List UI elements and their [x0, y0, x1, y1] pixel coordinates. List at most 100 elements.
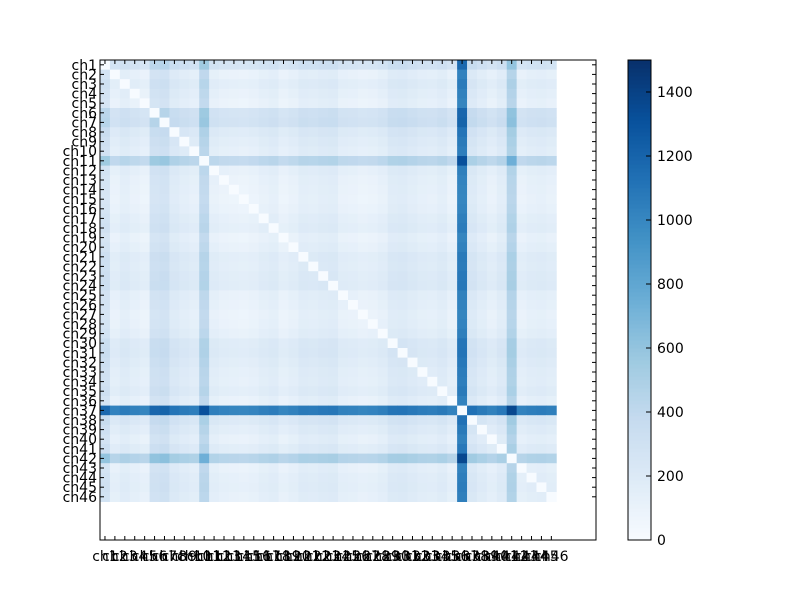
heatmap-cell — [139, 117, 150, 128]
heatmap-cell — [506, 127, 518, 138]
heatmap-cell — [298, 194, 309, 205]
heatmap-cell — [199, 98, 210, 109]
heatmap-cell — [536, 184, 547, 195]
heatmap-cell — [228, 338, 240, 349]
heatmap-cell — [397, 492, 408, 502]
heatmap-cell — [377, 69, 389, 80]
heatmap-cell — [328, 165, 339, 176]
heatmap-cell — [467, 319, 478, 330]
heatmap-cell — [357, 127, 369, 138]
heatmap-cell — [199, 204, 210, 214]
heatmap-cell — [109, 290, 121, 301]
heatmap-cell — [506, 453, 518, 464]
heatmap-cell — [496, 492, 508, 502]
heatmap-cell — [268, 319, 279, 330]
heatmap-cell — [149, 271, 160, 282]
x-tick-label: ch39 — [465, 549, 499, 565]
heatmap-cell — [119, 492, 131, 502]
heatmap-cell — [100, 117, 111, 128]
colorbar-segment — [628, 348, 651, 353]
heatmap-cell — [189, 136, 200, 147]
heatmap-cell — [199, 472, 210, 483]
heatmap-cell — [238, 463, 250, 474]
heatmap-cell — [467, 60, 478, 70]
heatmap-cell — [258, 492, 270, 502]
heatmap-cell — [179, 396, 190, 406]
heatmap-cell — [536, 290, 547, 301]
colorbar-segment — [628, 416, 651, 421]
heatmap-cell — [476, 242, 488, 253]
heatmap-cell — [258, 424, 270, 435]
heatmap-cell — [427, 146, 438, 157]
heatmap-cell — [526, 328, 537, 339]
heatmap-cell — [288, 309, 299, 320]
heatmap-cell — [149, 309, 160, 320]
heatmap-cell — [387, 405, 398, 416]
heatmap-cell — [486, 453, 498, 464]
heatmap-cell — [348, 98, 359, 109]
heatmap-cell — [179, 338, 190, 349]
heatmap-cell — [348, 357, 359, 368]
heatmap-cell — [377, 444, 389, 454]
heatmap-cell — [139, 367, 150, 378]
heatmap-cell — [119, 146, 131, 157]
heatmap-cell — [149, 405, 160, 416]
heatmap-cell — [258, 348, 270, 358]
heatmap-cell — [228, 184, 240, 195]
heatmap-cell — [129, 405, 141, 416]
heatmap-cell — [467, 242, 478, 253]
heatmap-cell — [467, 348, 478, 358]
heatmap-cell — [268, 386, 279, 397]
heatmap-cell — [427, 194, 438, 205]
colorbar-segment — [628, 436, 651, 441]
heatmap-cell — [338, 69, 349, 80]
heatmap-cell — [169, 146, 180, 157]
heatmap-cell — [129, 444, 141, 454]
heatmap-cell — [427, 242, 438, 253]
colorbar-segment — [628, 392, 651, 397]
heatmap-cell — [387, 367, 398, 378]
heatmap-cell — [109, 338, 121, 349]
y-tick-label: ch25 — [63, 288, 97, 304]
heatmap-cell — [407, 127, 418, 138]
heatmap-cell — [338, 376, 349, 387]
heatmap-cell — [238, 405, 250, 416]
heatmap-cell — [546, 252, 557, 262]
heatmap-cell — [437, 175, 448, 186]
heatmap-cell — [298, 396, 309, 406]
heatmap-cell — [546, 415, 557, 426]
heatmap-cell — [357, 242, 369, 253]
heatmap-cell — [486, 117, 498, 128]
x-tick-label: ch13 — [207, 549, 241, 565]
heatmap-cell — [149, 98, 160, 109]
heatmap-cell — [100, 232, 111, 243]
heatmap-cell — [427, 127, 438, 138]
heatmap-cell — [248, 117, 260, 128]
heatmap-cell — [169, 434, 180, 445]
heatmap-cell — [437, 386, 448, 397]
heatmap-cell — [486, 319, 498, 330]
heatmap-cell — [149, 415, 160, 426]
heatmap-cell — [129, 146, 141, 157]
heatmap-cell — [377, 405, 389, 416]
heatmap-cell — [100, 357, 111, 368]
colorbar-segment — [628, 288, 651, 293]
colorbar-segment — [628, 264, 651, 269]
heatmap-cell — [129, 386, 141, 397]
heatmap-cell — [298, 300, 309, 310]
heatmap-cell — [338, 136, 349, 147]
heatmap-cell — [486, 309, 498, 320]
heatmap-cell — [298, 136, 309, 147]
heatmap-cell — [268, 252, 279, 262]
colorbar-tick-label: 0 — [657, 533, 666, 549]
heatmap-cell — [407, 232, 418, 243]
heatmap-cell — [298, 79, 309, 90]
heatmap-cell — [219, 242, 230, 253]
heatmap-cell — [318, 338, 329, 349]
heatmap-cell — [179, 367, 190, 378]
heatmap-cell — [169, 367, 180, 378]
heatmap-cell — [348, 328, 359, 339]
heatmap-cell — [149, 60, 160, 70]
colorbar-segment — [628, 216, 651, 221]
heatmap-cell — [328, 348, 339, 358]
